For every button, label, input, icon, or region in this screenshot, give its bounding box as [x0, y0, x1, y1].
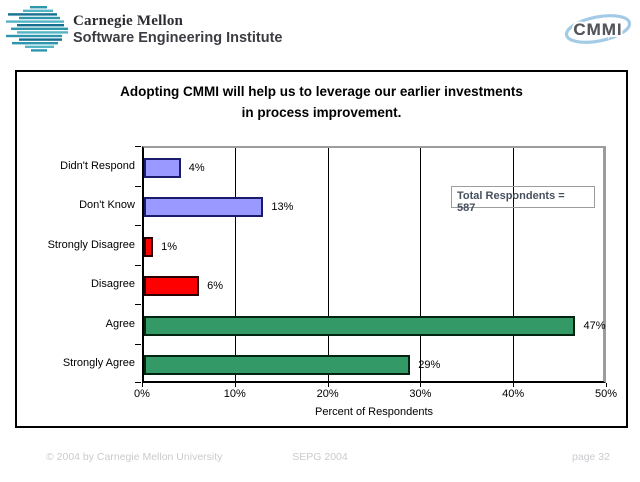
- total-respondents-annotation: Total Respondents = 587: [451, 186, 595, 214]
- sei-wordmark: Software Engineering Institute: [73, 30, 283, 46]
- category-label: Didn't Respond: [60, 159, 135, 172]
- footer-copyright: © 2004 by Carnegie Mellon University: [46, 451, 223, 463]
- x-axis-tick: [606, 383, 607, 387]
- footer-event: SEPG 2004: [292, 451, 348, 463]
- annotation-line1: Total Respondents =: [457, 190, 565, 202]
- x-axis-title: Percent of Respondents: [314, 406, 434, 418]
- footer-page-number: page 32: [572, 451, 610, 463]
- svg-text:CMMI: CMMI: [573, 20, 622, 39]
- y-axis-tick: [135, 343, 141, 345]
- x-axis-tick: [327, 383, 329, 387]
- x-tick-label: 20%: [316, 388, 339, 400]
- category-label: Strongly Disagree: [47, 238, 135, 251]
- carnegie-mellon-wordmark: Carnegie Mellon: [73, 13, 184, 29]
- x-axis-tick: [420, 383, 422, 387]
- bar-value-label: 29%: [418, 359, 441, 372]
- x-tick-label: 50%: [594, 388, 618, 400]
- category-label: Strongly Agree: [62, 357, 135, 370]
- category-label: Agree: [105, 317, 135, 330]
- bar-value-label: 13%: [271, 201, 294, 214]
- x-axis-tick: [234, 383, 236, 387]
- x-tick-label: 30%: [409, 388, 432, 400]
- x-axis-tick: [513, 383, 515, 387]
- category-label: Don't Know: [79, 199, 135, 212]
- bar-agree: [144, 315, 576, 336]
- slide-title-line2: in process improvement.: [241, 105, 402, 120]
- y-axis-tick: [135, 304, 141, 305]
- x-tick-label: 10%: [223, 388, 246, 400]
- bar-value-label: 47%: [583, 319, 606, 332]
- bar-value-label: 6%: [207, 280, 223, 293]
- cmmi-logo: CMMI CMMI: [564, 14, 632, 44]
- x-tick-label: 0%: [134, 388, 150, 400]
- cmmi-logo-text: CMMI: [573, 20, 622, 39]
- slide-content-box: Adopting CMMI will help us to leverage o…: [15, 70, 628, 428]
- y-axis-tick: [135, 264, 141, 266]
- annotation-line2: 587: [457, 202, 476, 214]
- gridline: [327, 148, 329, 381]
- gridline: [513, 148, 515, 381]
- bar-strongly-agree: [144, 355, 411, 376]
- y-axis-tick: [135, 382, 141, 383]
- y-axis-tick: [135, 185, 141, 187]
- plot-area: 4% 13% 1% 6% 47% 29%: [142, 146, 606, 383]
- bar-value-label: 4%: [188, 161, 205, 174]
- bar-disagree: [144, 276, 200, 297]
- bar-don-t-know: [144, 197, 264, 218]
- bar-strongly-disagree: [144, 236, 154, 257]
- bar-didn-t-respond: [144, 157, 181, 178]
- bar-value-label: 1%: [161, 240, 178, 253]
- x-tick-label: 40%: [502, 388, 525, 400]
- slide-title: Adopting CMMI will help us to leverage o…: [17, 81, 626, 123]
- category-label: Disagree: [90, 278, 135, 291]
- y-axis-tick: [135, 225, 141, 226]
- slide-title-line1: Adopting CMMI will help us to leverage o…: [120, 84, 523, 99]
- y-axis-tick: [135, 146, 141, 147]
- gridline: [420, 148, 422, 381]
- x-axis-tick: [142, 383, 143, 387]
- gridline: [234, 148, 236, 381]
- sei-globe-logo: [6, 6, 68, 52]
